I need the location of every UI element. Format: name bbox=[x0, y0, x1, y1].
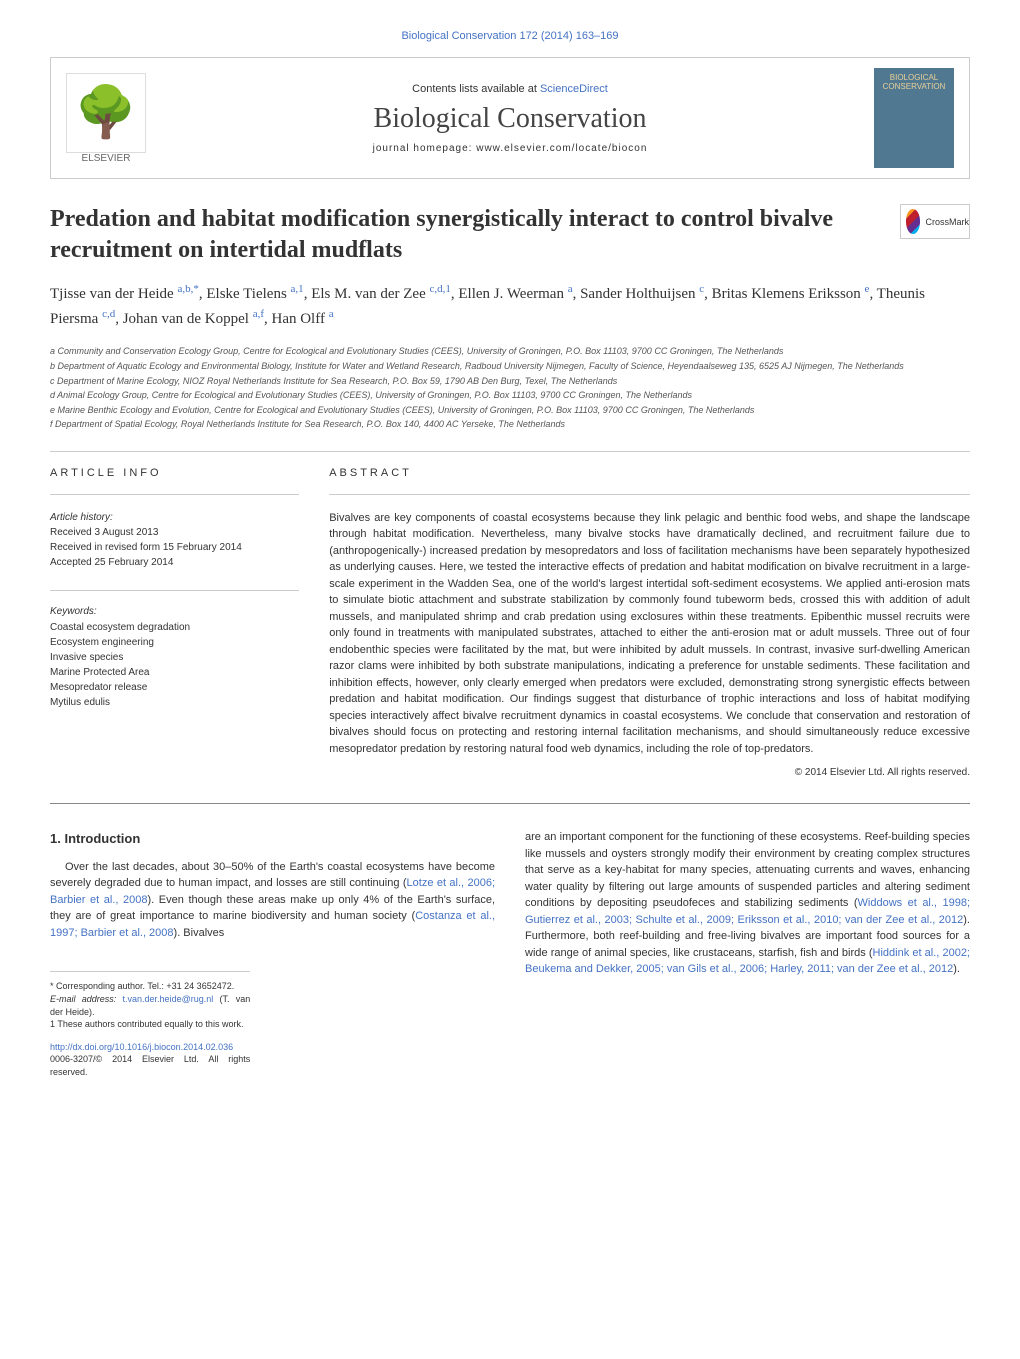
introduction-heading: 1. Introduction bbox=[50, 829, 495, 849]
crossmark-badge[interactable]: CrossMark bbox=[900, 204, 970, 239]
keyword: Mytilus edulis bbox=[50, 695, 299, 710]
homepage-line: journal homepage: www.elsevier.com/locat… bbox=[146, 143, 874, 154]
publisher-name: ELSEVIER bbox=[66, 153, 146, 164]
keyword: Mesopredator release bbox=[50, 680, 299, 695]
homepage-link[interactable]: www.elsevier.com/locate/biocon bbox=[476, 143, 647, 154]
publisher-logo: 🌳 ELSEVIER bbox=[66, 73, 146, 164]
authors-list: Tjisse van der Heide a,b,*, Elske Tielen… bbox=[50, 281, 970, 330]
footnotes: * Corresponding author. Tel.: +31 24 365… bbox=[50, 971, 250, 1078]
affiliation: c Department of Marine Ecology, NIOZ Roy… bbox=[50, 375, 970, 388]
journal-header: 🌳 ELSEVIER Contents lists available at S… bbox=[50, 57, 970, 179]
header-citation[interactable]: Biological Conservation 172 (2014) 163–1… bbox=[50, 30, 970, 42]
doi-link[interactable]: http://dx.doi.org/10.1016/j.biocon.2014.… bbox=[50, 1041, 250, 1054]
affiliation: d Animal Ecology Group, Centre for Ecolo… bbox=[50, 389, 970, 402]
abstract-copyright: © 2014 Elsevier Ltd. All rights reserved… bbox=[329, 767, 970, 778]
crossmark-icon bbox=[906, 209, 920, 234]
article-title: Predation and habitat modification syner… bbox=[50, 204, 880, 266]
keyword: Marine Protected Area bbox=[50, 665, 299, 680]
keyword: Ecosystem engineering bbox=[50, 635, 299, 650]
abstract-header: ABSTRACT bbox=[329, 467, 970, 479]
article-info-header: ARTICLE INFO bbox=[50, 467, 299, 479]
email-link[interactable]: t.van.der.heide@rug.nl bbox=[123, 994, 214, 1004]
keyword: Coastal ecosystem degradation bbox=[50, 620, 299, 635]
sciencedirect-link[interactable]: ScienceDirect bbox=[540, 83, 608, 95]
affiliation: e Marine Benthic Ecology and Evolution, … bbox=[50, 404, 970, 417]
abstract-text: Bivalves are key components of coastal e… bbox=[329, 510, 970, 758]
article-history: Article history: Received 3 August 2013 … bbox=[50, 510, 299, 570]
affiliation: f Department of Spatial Ecology, Royal N… bbox=[50, 418, 970, 431]
intro-paragraph-2: are an important component for the funct… bbox=[525, 829, 970, 978]
affiliation: b Department of Aquatic Ecology and Envi… bbox=[50, 360, 970, 373]
keyword: Invasive species bbox=[50, 650, 299, 665]
affiliation: a Community and Conservation Ecology Gro… bbox=[50, 345, 970, 358]
elsevier-tree-icon: 🌳 bbox=[75, 83, 137, 142]
contents-line: Contents lists available at ScienceDirec… bbox=[146, 83, 874, 95]
affiliations: a Community and Conservation Ecology Gro… bbox=[50, 345, 970, 431]
keywords-list: Coastal ecosystem degradationEcosystem e… bbox=[50, 620, 299, 710]
intro-paragraph-1: Over the last decades, about 30–50% of t… bbox=[50, 859, 495, 942]
journal-cover: BIOLOGICAL CONSERVATION bbox=[874, 68, 954, 168]
journal-name: Biological Conservation bbox=[146, 103, 874, 135]
keywords-label: Keywords: bbox=[50, 606, 299, 617]
